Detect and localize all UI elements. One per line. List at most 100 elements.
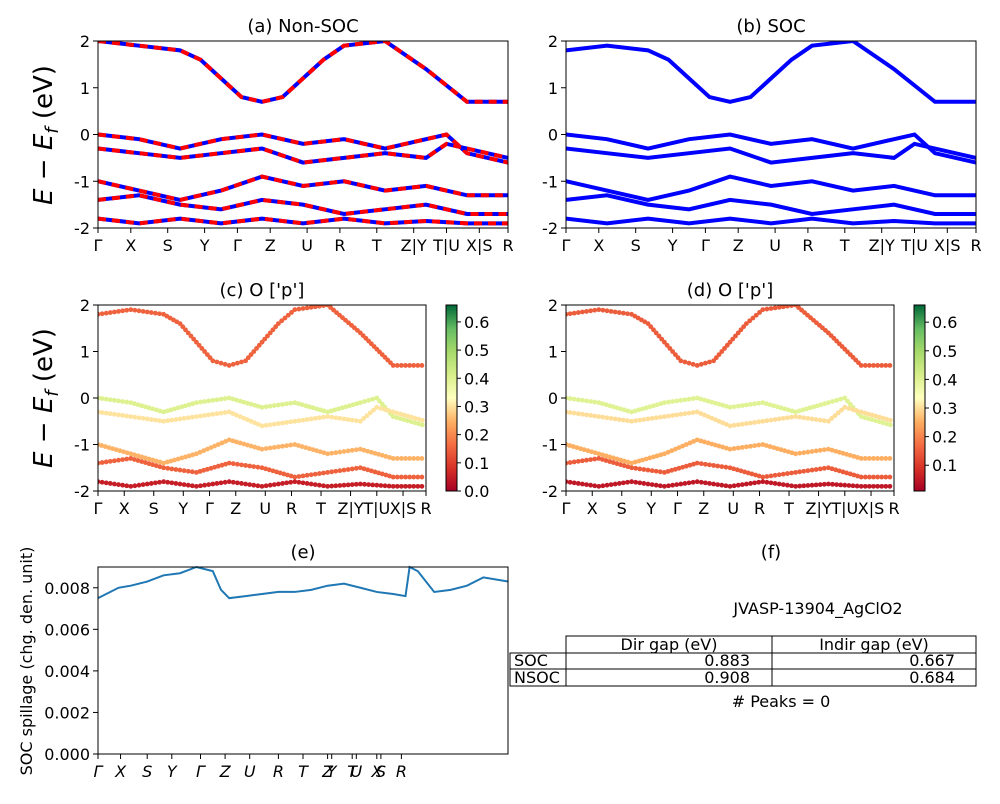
- band-point: [774, 446, 780, 452]
- band-point: [580, 481, 585, 487]
- band-point: [705, 398, 711, 404]
- band-point: [234, 439, 239, 445]
- table-header-indir: Indir gap (eV): [819, 635, 929, 654]
- band-point: [164, 408, 170, 414]
- band-point: [358, 400, 363, 406]
- band-point: [148, 310, 154, 315]
- band-point: [132, 457, 137, 462]
- band-point: [153, 417, 158, 423]
- band-point: [179, 404, 185, 410]
- band-point: [616, 310, 622, 315]
- band-point: [836, 449, 842, 455]
- panel-b-plot: -2 -1 0 1 2 Γ X S Y Γ Z U R T Z|Y T|U X|S R: [542, 32, 982, 255]
- band-point: [603, 453, 609, 459]
- band-point: [875, 456, 880, 461]
- band-point: [153, 407, 159, 413]
- band-point: [675, 355, 681, 361]
- band-point: [731, 483, 737, 489]
- band-point: [157, 408, 163, 414]
- band-point: [202, 482, 208, 488]
- band-point: [811, 404, 817, 410]
- band-point: [341, 416, 347, 422]
- band-point: [656, 333, 662, 339]
- band-point: [596, 400, 602, 406]
- band-point: [713, 442, 718, 448]
- band-point: [632, 408, 638, 414]
- band-point: [653, 468, 659, 474]
- x-tick-label: R: [396, 762, 407, 781]
- band-point: [764, 479, 770, 485]
- band-point: [592, 413, 598, 419]
- band-point: [271, 445, 277, 450]
- band-point: [358, 418, 363, 424]
- band-point: [325, 414, 330, 419]
- band-point: [161, 465, 167, 471]
- band-point: [201, 467, 207, 473]
- band-point: [752, 420, 757, 425]
- band-point: [263, 404, 269, 410]
- band-point: [140, 415, 146, 421]
- band-point: [858, 483, 864, 489]
- band-point: [132, 452, 137, 458]
- band-point: [709, 441, 715, 447]
- band-point: [212, 464, 218, 470]
- band-point: [789, 414, 794, 420]
- band-point: [300, 473, 306, 479]
- band-point: [259, 423, 265, 429]
- band-point: [780, 482, 786, 488]
- y-tick-label: 0.006: [44, 620, 90, 639]
- band-point: [248, 352, 254, 357]
- band-point: [862, 410, 868, 416]
- band-point: [793, 409, 798, 415]
- band-point: [575, 397, 581, 403]
- band-point: [862, 363, 868, 368]
- band-point: [776, 416, 782, 422]
- band-point: [303, 445, 309, 450]
- band-point: [194, 414, 199, 419]
- band-point: [186, 453, 192, 459]
- band-point: [884, 416, 890, 422]
- band-point: [653, 415, 659, 421]
- band-point: [223, 439, 228, 444]
- band-point: [851, 472, 857, 478]
- band-point: [374, 404, 380, 410]
- band-point: [99, 479, 105, 485]
- band-point: [214, 411, 220, 417]
- band-line-2: [98, 141, 508, 165]
- band-point: [847, 452, 853, 458]
- band-point: [124, 399, 130, 405]
- band-point: [698, 396, 704, 402]
- material-id: JVASP-13904_AgClO2: [732, 599, 902, 619]
- x-tick-label: Γ: [673, 499, 682, 518]
- band-point: [813, 482, 819, 488]
- band-point: [662, 400, 667, 406]
- band-point: [99, 460, 105, 465]
- band-point: [374, 482, 380, 488]
- band-point: [716, 418, 722, 424]
- band-point: [884, 421, 890, 427]
- x-tick-label: Γ: [94, 499, 103, 518]
- band-point: [407, 483, 412, 489]
- band-point: [862, 415, 868, 421]
- band-point: [879, 483, 885, 489]
- band-point: [850, 407, 856, 413]
- band-point: [394, 474, 400, 480]
- band-point: [317, 305, 322, 309]
- band-point: [651, 403, 656, 409]
- band-point: [341, 482, 347, 488]
- band-point: [768, 417, 774, 423]
- band-point: [288, 419, 294, 425]
- band-point: [321, 483, 326, 489]
- band-point: [256, 342, 262, 348]
- band-point: [416, 421, 422, 427]
- band-point: [210, 411, 216, 417]
- band-point: [879, 474, 885, 480]
- band-line-2-dashed: [98, 141, 508, 165]
- band-point: [575, 458, 581, 464]
- band-point: [720, 444, 726, 450]
- band-point: [300, 480, 306, 486]
- band-point: [694, 479, 700, 485]
- band-point: [296, 418, 302, 424]
- band-point: [148, 417, 154, 422]
- band-point: [592, 483, 598, 489]
